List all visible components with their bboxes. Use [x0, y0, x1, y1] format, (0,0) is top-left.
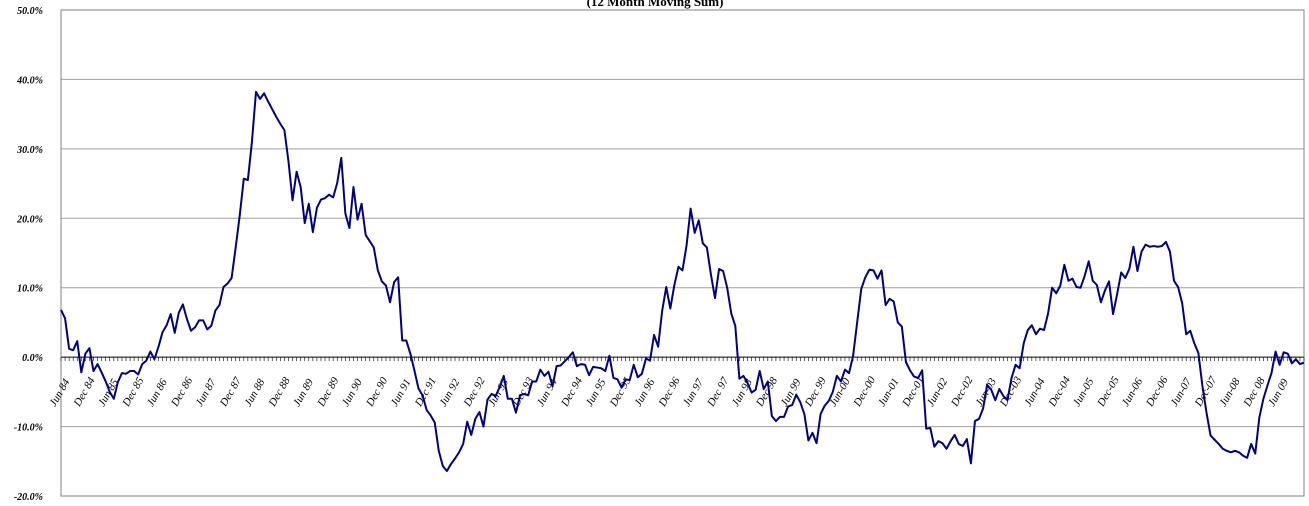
y-tick-label: 0.0% [22, 353, 43, 364]
y-tick-label: 20.0% [16, 214, 43, 225]
y-tick-label: 50.0% [17, 6, 43, 17]
x-tick-label: Dec 85 [120, 375, 147, 410]
y-tick-label: 30.0% [16, 145, 43, 156]
x-tick-label: Jun-02 [925, 376, 951, 409]
x-tick-label: Jun 90 [340, 377, 365, 409]
x-tick-label: Jun-05 [1071, 376, 1097, 409]
x-tick-label: Jun 87 [193, 377, 218, 409]
x-tick-label: Dec 88 [266, 375, 293, 410]
x-tick-label: Dec 84 [71, 375, 98, 410]
y-axis: 50.0% 40.0% 30.0% 20.0% 10.0% 0.0% -10.0% -20.0… [14, 6, 43, 503]
x-tick-label: Dec 89 [315, 375, 342, 410]
x-tick-label: Dec 87 [217, 375, 244, 410]
x-tick-label: Dec 94 [559, 375, 586, 410]
y-tick-label: 10.0% [17, 284, 43, 295]
x-tick-label: Jun 91 [388, 377, 413, 409]
x-tick-label: Dec-04 [1046, 374, 1073, 409]
x-tick-label: Jun-01 [876, 376, 902, 408]
x-tick-label: Dec 90 [364, 375, 391, 410]
x-tick-label: Jun 86 [145, 377, 170, 409]
x-tick-label: Dec-06 [1143, 374, 1170, 409]
x-tick-label: Jun 89 [291, 377, 316, 409]
x-tick-label: Jun 92 [437, 377, 462, 409]
x-tick-label: Dec-02 [948, 374, 975, 409]
x-tick-label: Jun-08 [1217, 376, 1243, 409]
y-tick-label: -20.0% [14, 492, 43, 503]
gridlines [61, 78, 1304, 428]
plot-area [60, 9, 1305, 497]
x-tick-label: Dec 97 [705, 375, 732, 410]
x-tick-label: Jun-07 [1168, 376, 1194, 409]
x-tick-label: Dec 86 [169, 375, 196, 410]
x-tick-label: Jun-04 [1022, 376, 1048, 409]
x-tick-label: Dec-05 [1095, 374, 1122, 409]
x-tick-label: Jun 97 [681, 377, 706, 409]
y-tick-label: -10.0% [14, 423, 43, 434]
x-tick-label: Jun 95 [583, 377, 608, 409]
x-tick-label: Jun 96 [632, 377, 657, 409]
x-tick-label: Jun 88 [242, 377, 267, 409]
x-tick-label: Jun 84 [47, 377, 72, 409]
x-tick-label: Dec 96 [656, 375, 683, 410]
x-tick-label: Jun 94 [535, 377, 560, 409]
x-tick-label: Dec 92 [461, 375, 488, 410]
x-tick-label: Jun-06 [1120, 376, 1146, 409]
chart-title: (12 Month Moving Sum) [587, 0, 724, 9]
x-tick-label: Dec 08 [1241, 375, 1268, 410]
y-tick-label: 40.0% [16, 75, 43, 86]
series-line [60, 90, 1305, 473]
x-tick-label: Dec-00 [851, 374, 878, 409]
